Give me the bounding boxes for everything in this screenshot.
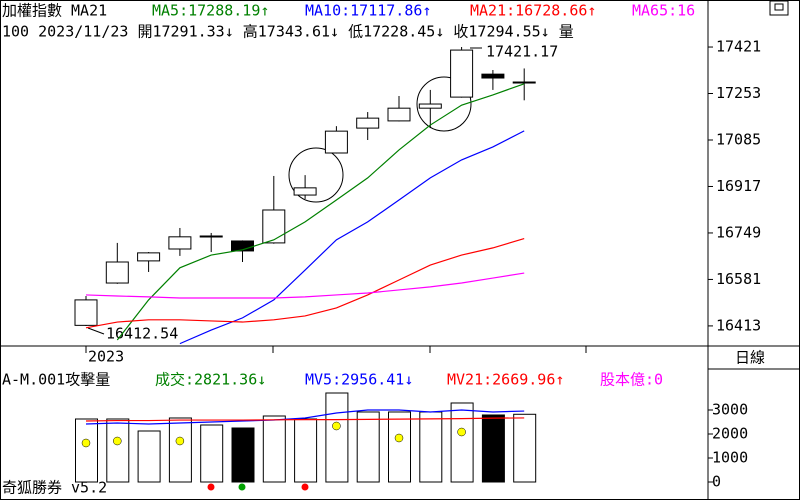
window-button-icon [774, 3, 784, 11]
highlight-circle [288, 147, 344, 203]
y-tick-label: 1000 [712, 448, 748, 466]
volume-bar [106, 418, 130, 483]
indicator-label: MV21:2669.96↑ [447, 371, 564, 389]
candle-body [168, 236, 192, 250]
volume-bar [168, 417, 192, 483]
indicator-label: 加權指數 MA21 [2, 2, 107, 20]
candle-body [74, 299, 98, 326]
candle-body [293, 187, 317, 196]
volume-bar [481, 414, 505, 483]
y-tick-label: 17085 [716, 130, 761, 148]
volume-bar [200, 424, 224, 483]
signal-dot [238, 483, 246, 491]
moving-average-line [116, 83, 525, 341]
volume-bar [137, 430, 161, 483]
volume-bar [513, 413, 537, 483]
candle-body [105, 261, 129, 284]
period-label[interactable]: 日線 [735, 349, 765, 367]
candle-body [356, 117, 380, 129]
window-button[interactable] [769, 0, 789, 16]
volume-bar [75, 418, 98, 483]
annotation-pointer [87, 327, 105, 335]
y-tick-label: 2000 [712, 424, 748, 442]
moving-average-line [179, 130, 525, 345]
moving-average-line [85, 238, 525, 329]
signal-dot [207, 483, 215, 491]
indicator-label: MA21:16728.66↑ [470, 2, 596, 20]
candle-body [324, 130, 348, 154]
indicator-label: MA65:16 [632, 2, 695, 20]
volume-bar [419, 411, 443, 483]
indicator-dot [332, 421, 341, 431]
moving-average-line [85, 417, 525, 422]
y-tick-label: 17421 [716, 38, 761, 56]
signal-dot [301, 483, 309, 491]
indicator-label: 股本億:0 [600, 371, 663, 389]
high-annotation: 17421.17 [486, 43, 558, 61]
volume-bar [388, 411, 411, 483]
moving-average-line [85, 272, 525, 299]
candle-body [137, 252, 161, 262]
candle-body [481, 73, 505, 79]
candle-body [387, 107, 411, 122]
x-tick-label: 2023 [88, 348, 124, 366]
indicator-label: MA10:17117.86↑ [305, 2, 431, 20]
indicator-dot [113, 436, 122, 446]
candle-body [199, 235, 223, 238]
y-tick-label: 16749 [716, 223, 761, 241]
volume-bar [262, 415, 286, 483]
highlight-circle [416, 76, 472, 132]
y-tick-label: 17253 [716, 84, 761, 102]
indicator-dot [394, 433, 404, 443]
volume-bar [325, 392, 349, 483]
indicator-dot [81, 438, 91, 448]
moving-average-line [85, 409, 525, 425]
indicator-label: A-M.001攻擊量 [2, 371, 110, 389]
candle-body [512, 81, 536, 84]
volume-bar [294, 418, 318, 483]
candle-body [262, 209, 286, 244]
volume-bar [450, 402, 474, 483]
app-footer: 奇狐勝券 v5.2 [2, 479, 107, 497]
candle-body [418, 103, 442, 109]
indicator-label: MV5:2956.41↓ [305, 371, 413, 389]
y-tick-label: 3000 [712, 400, 748, 418]
low-annotation: 16412.54 [106, 325, 178, 343]
indicator-label: 成交:2821.36↓ [155, 371, 266, 389]
indicator-label: MA5:17288.19↑ [152, 2, 269, 20]
indicator-dot [175, 436, 185, 446]
candle-body [450, 49, 474, 98]
quote-info: 100 2023/11/23 開17291.33↓ 高17343.61↓ 低17… [2, 23, 574, 41]
y-tick-label: 16581 [716, 270, 761, 288]
indicator-dot [457, 427, 466, 437]
y-tick-label: 0 [712, 472, 721, 490]
y-tick-label: 16917 [716, 177, 761, 195]
volume-bar [356, 411, 380, 483]
volume-bar [231, 427, 255, 483]
y-tick-label: 16413 [716, 316, 761, 334]
